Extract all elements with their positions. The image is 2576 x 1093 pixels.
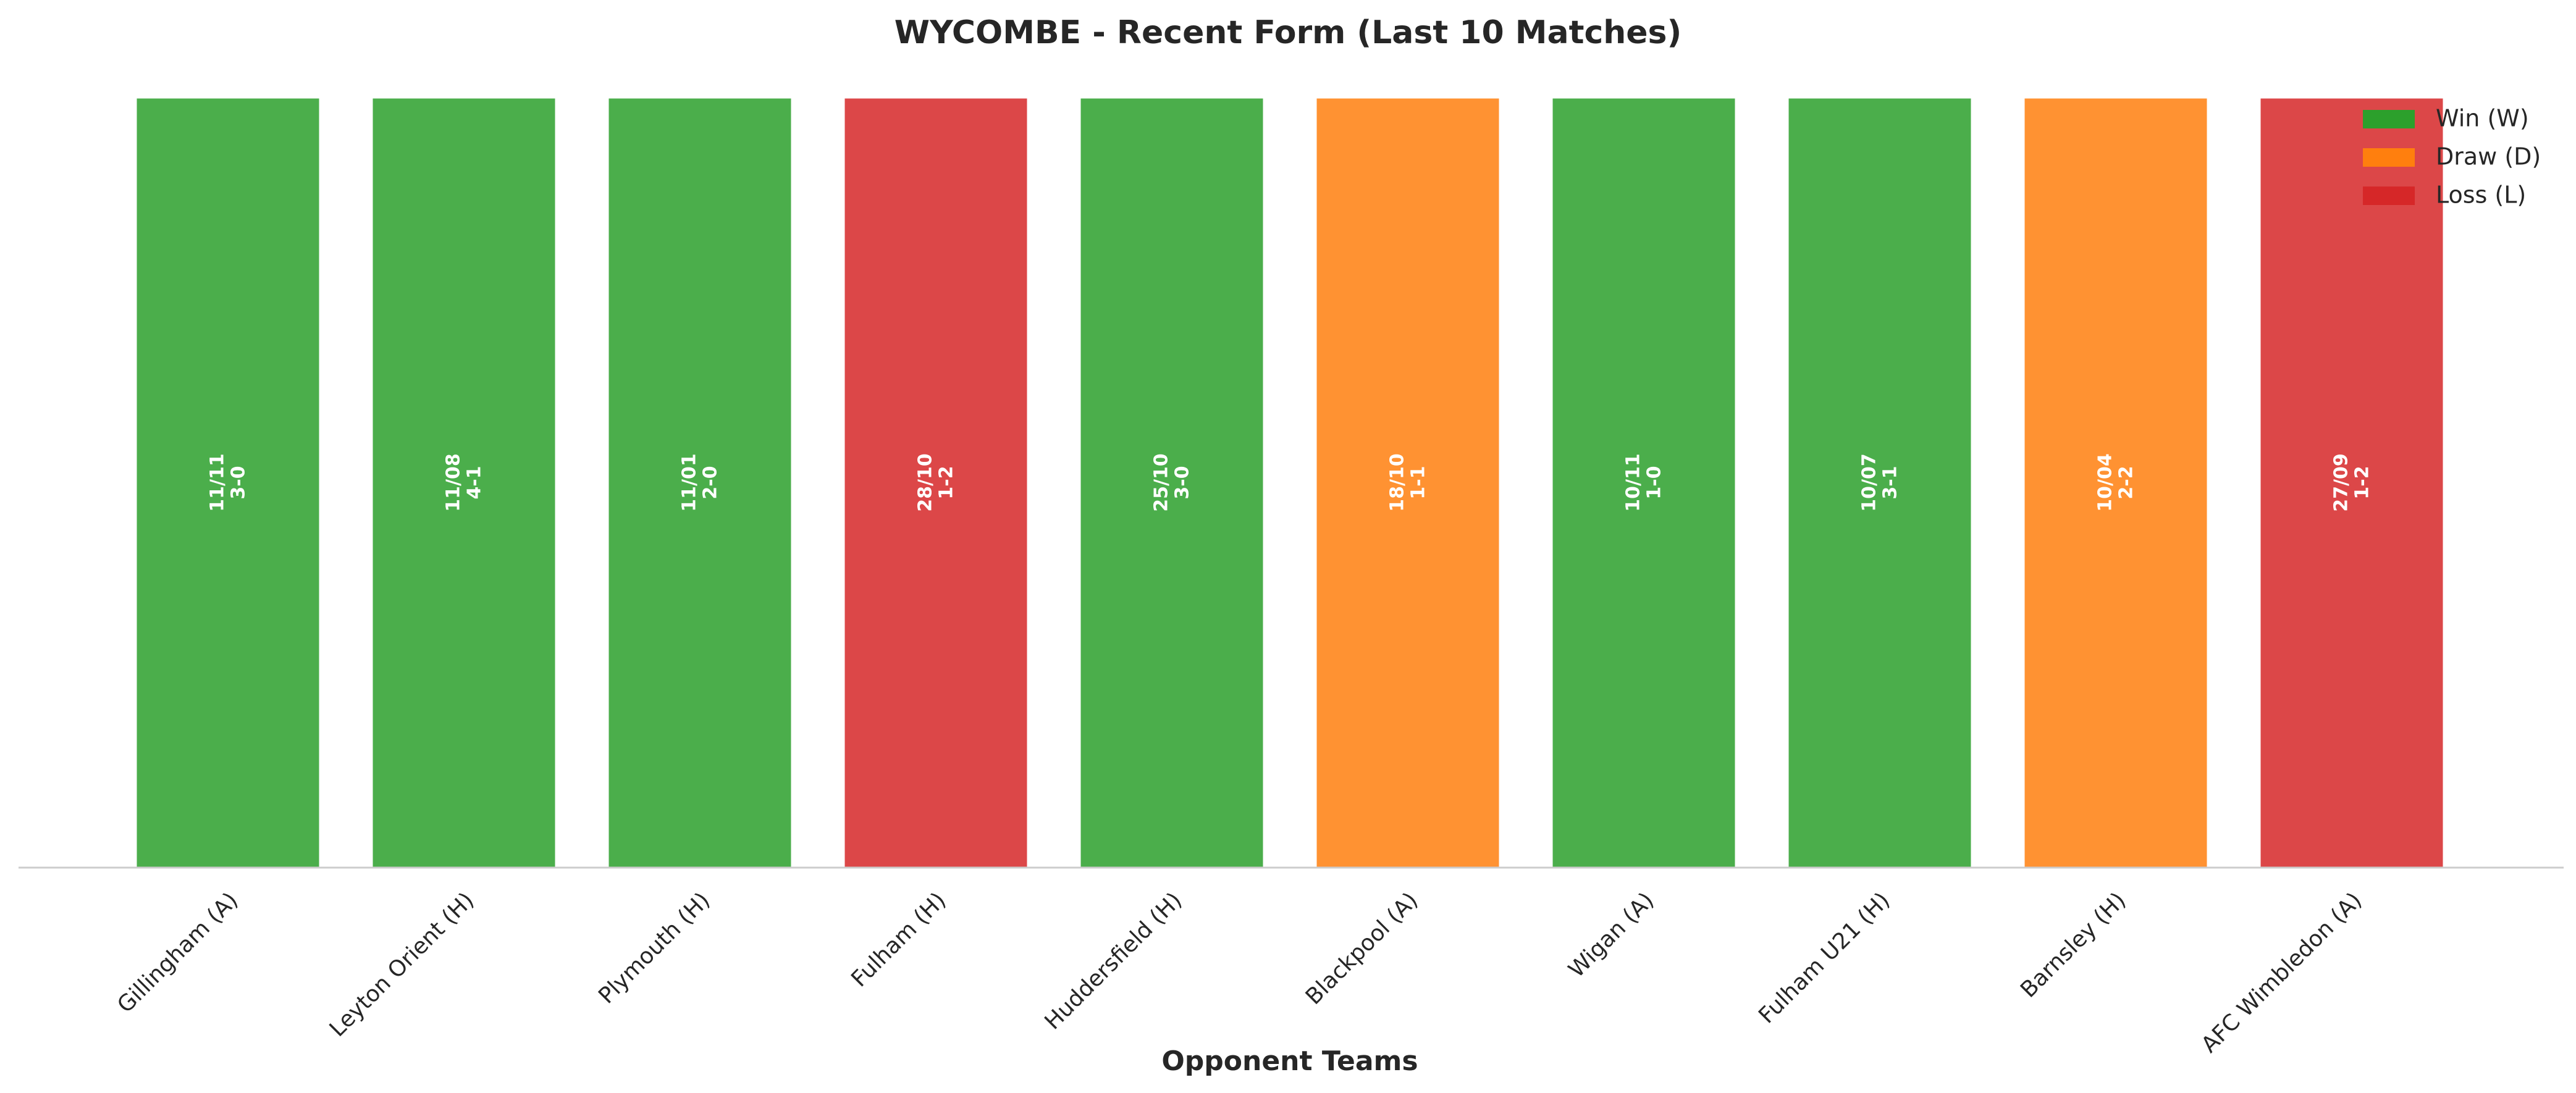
bar-score-label: 1-0: [1644, 466, 1665, 499]
x-tick-label: Gillingham (A): [112, 887, 243, 1018]
x-tick-label: Blackpool (A): [1301, 887, 1423, 1010]
bar-1: [135, 96, 321, 869]
bar-score-label: 2-2: [2116, 466, 2137, 499]
bar-date-label: 28/10: [915, 453, 937, 511]
bar-6: [1315, 96, 1501, 869]
bar-2: [371, 96, 557, 869]
x-tick-label: Huddersfield (H): [1040, 887, 1187, 1034]
x-axis-label: Opponent Teams: [1161, 1045, 1418, 1077]
bar-score-label: 3-1: [1880, 466, 1901, 499]
bar-score-label: 3-0: [1172, 466, 1193, 499]
bar-score-label: 1-1: [1408, 466, 1429, 499]
x-tick-label: Barnsley (H): [2016, 887, 2131, 1002]
legend-label: Win (W): [2436, 105, 2529, 132]
bar-date-label: 25/10: [1151, 453, 1172, 511]
legend-label: Draw (D): [2436, 143, 2541, 170]
legend-swatch: [2363, 110, 2415, 128]
legend: Win (W) Draw (D) Loss (L): [2363, 105, 2541, 209]
x-tick-label: Fulham (H): [846, 887, 951, 992]
x-tick-label: Plymouth (H): [594, 887, 715, 1008]
bars-group: 11/11 3-0 11/08 4-1 11/01 2-0 28/10 1-2 25/10 3-0…: [135, 96, 2445, 869]
bar-date-label: 11/08: [443, 453, 465, 511]
bar-score-label: 4-1: [464, 466, 486, 499]
bar-5: [1079, 96, 1265, 869]
x-tick-label: Fulham U21 (H): [1754, 887, 1895, 1028]
legend-label: Loss (L): [2436, 182, 2526, 209]
bar-score-label: 2-0: [700, 466, 722, 499]
bar-3: [607, 96, 793, 869]
bar-score-label: 1-2: [2352, 466, 2373, 499]
x-tick-label: Wigan (A): [1564, 887, 1659, 982]
x-tick-label: AFC Wimbledon (A): [2197, 887, 2367, 1058]
bar-date-label: 18/10: [1387, 453, 1408, 511]
legend-swatch: [2363, 148, 2415, 167]
bar-date-label: 11/01: [679, 453, 701, 511]
bar-score-label: 3-0: [228, 466, 250, 499]
x-tick-labels: Gillingham (A) Leyton Orient (H) Plymouth …: [112, 887, 2367, 1058]
x-tick-label: Leyton Orient (H): [325, 887, 479, 1042]
bar-date-label: 10/07: [1859, 453, 1880, 511]
bar-10: [2258, 96, 2445, 869]
bar-date-label: 10/04: [2095, 453, 2116, 511]
bar-date-label: 11/11: [207, 453, 229, 511]
bar-score-label: 1-2: [936, 466, 958, 499]
bar-7: [1551, 96, 1737, 869]
chart-title: WYCOMBE - Recent Form (Last 10 Matches): [894, 14, 1682, 51]
legend-swatch: [2363, 186, 2415, 205]
bar-4: [843, 96, 1029, 869]
bar-date-label: 27/09: [2331, 453, 2352, 511]
bar-8: [1787, 96, 1973, 869]
bar-date-label: 10/11: [1623, 453, 1644, 511]
